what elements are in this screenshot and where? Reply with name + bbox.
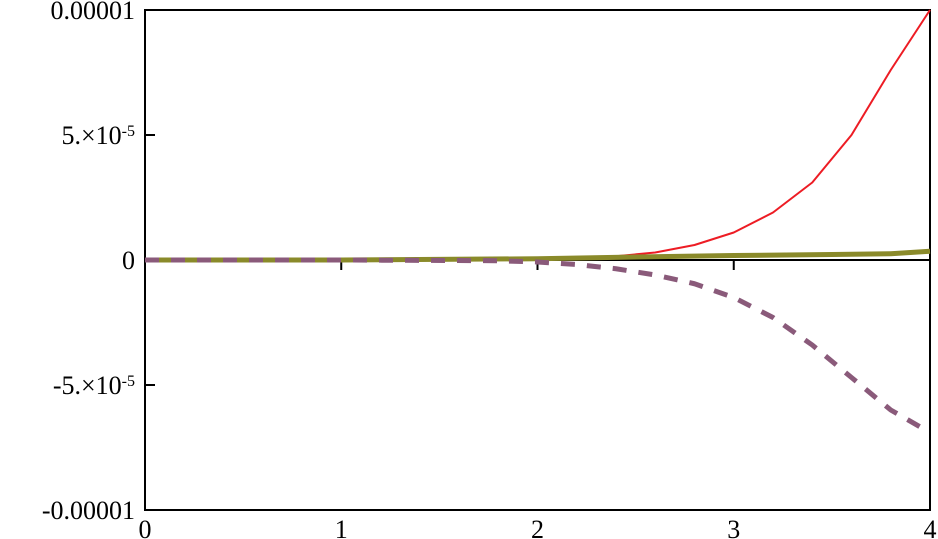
chart-container: 01234-0.00001-5.×10-505.×10-50.00001 — [0, 0, 938, 539]
y-tick-label: 0 — [122, 246, 135, 275]
x-tick-label: 3 — [727, 515, 740, 539]
x-tick-label: 4 — [924, 515, 937, 539]
x-tick-label: 0 — [139, 515, 152, 539]
plot-background — [0, 0, 938, 539]
chart-svg: 01234-0.00001-5.×10-505.×10-50.00001 — [0, 0, 938, 539]
y-tick-label: 0.00001 — [51, 0, 136, 25]
x-tick-label: 1 — [335, 515, 348, 539]
y-tick-label: -0.00001 — [42, 496, 135, 525]
x-tick-label: 2 — [531, 515, 544, 539]
